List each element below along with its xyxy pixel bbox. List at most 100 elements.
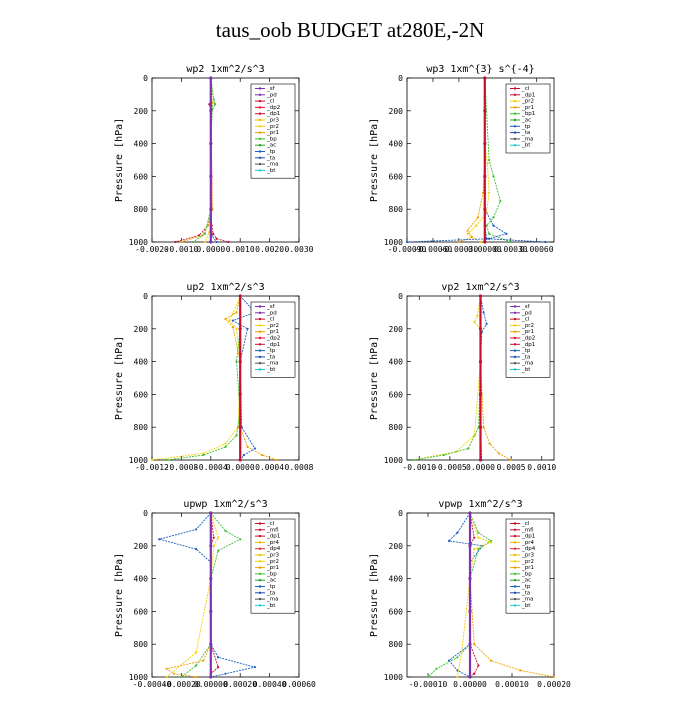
legend-marker (258, 106, 262, 109)
legend-marker (513, 112, 517, 115)
x-tick-label: 0.0000 (196, 245, 225, 254)
data-point-pr1 (246, 445, 249, 448)
data-point-pr2 (224, 442, 227, 445)
data-point-pd (209, 76, 213, 80)
data-point-bp (224, 529, 227, 533)
legend-entry: _dp4 (521, 546, 536, 552)
data-point-bp (192, 240, 195, 244)
x-tick-label: 0.0000 (226, 463, 255, 472)
data-point-cl (483, 109, 487, 113)
data-point-pr1 (476, 216, 480, 219)
legend-marker (513, 522, 517, 525)
panel-title: wp3 1xm^{3} s^{-4} (426, 64, 534, 75)
legend-marker (258, 604, 262, 607)
x-tick-label: -0.00060 (414, 245, 453, 254)
data-point-bp1 (485, 224, 488, 227)
legend-entry: _bt (266, 367, 276, 373)
y-tick-label: 200 (389, 325, 404, 334)
y-tick-label: 200 (389, 542, 404, 551)
series-line-bp (427, 512, 492, 678)
legend-entry: _cl (266, 99, 275, 105)
data-point-tp (195, 528, 198, 531)
data-point-pr1 (470, 235, 473, 239)
data-point-pr1 (473, 643, 476, 646)
data-point-cl (468, 577, 472, 581)
data-point-dp1 (477, 664, 480, 667)
y-tick-label: 1000 (384, 673, 403, 682)
legend-entry: _dp1 (266, 111, 280, 117)
legend-box (250, 83, 296, 179)
legend-entry: _ma (266, 361, 278, 367)
data-point-cl (209, 675, 213, 679)
legend-entry: _dp1 (266, 534, 280, 540)
legend-marker (258, 156, 262, 159)
legend-marker (513, 591, 517, 594)
data-point-pr1 (457, 240, 460, 244)
data-point-pr1 (172, 672, 176, 675)
legend-marker (258, 99, 262, 103)
legend-marker (513, 534, 517, 538)
y-tick-label: 800 (389, 423, 404, 432)
data-point-pr2 (477, 536, 480, 539)
data-point-cl (468, 544, 472, 548)
legend: _cl_mfl_dp1_pr4_dp4_pr3_pr2_pr1_bp_ac_tp… (505, 518, 551, 614)
x-tick-label: 0.0010 (226, 245, 255, 254)
legend-entry: _ta (521, 130, 530, 136)
legend-marker (258, 336, 262, 340)
legend-marker (258, 144, 262, 147)
x-tick-label: 0.00010 (495, 680, 529, 689)
data-point-dp1 (165, 458, 168, 462)
data-point-pd (238, 392, 242, 396)
legend-entry: _dp1 (521, 92, 535, 98)
data-point-pr1 (261, 453, 264, 457)
data-point-cl (483, 142, 487, 146)
y-tick-label: 600 (134, 390, 149, 399)
legend-marker (513, 131, 517, 134)
x-tick-label: 0.00000 (194, 680, 228, 689)
y-tick-label: 0 (143, 292, 148, 301)
panel-up2: up2 1xm^2/s^3 Pressure [hPa] 0 200 400 600 800… (114, 282, 314, 472)
data-point-cl (483, 76, 487, 80)
series-line-cl (175, 78, 213, 243)
data-point-pr1 (519, 669, 522, 672)
legend-entry: _bt (521, 603, 531, 609)
legend-marker (258, 343, 262, 346)
data-point-pr2 (476, 314, 479, 317)
y-axis-label: Pressure [hPa] (114, 336, 125, 420)
data-point-pr1 (224, 317, 227, 321)
legend-entry: _ma (266, 162, 278, 168)
legend-entry: _pr2 (521, 559, 534, 565)
y-tick-label: 600 (134, 172, 149, 181)
legend-entry: _pr4 (266, 540, 280, 546)
data-point-tp (447, 539, 451, 542)
x-tick-label: 0.0020 (255, 245, 284, 254)
y-tick-label: 0 (398, 509, 403, 518)
legend-entry: _cl (521, 521, 530, 527)
legend-entry: _dp2 (266, 336, 280, 342)
x-tick-label: -0.0012 (135, 463, 169, 472)
legend-entry: _pr3 (521, 553, 535, 559)
x-tick-label: -0.0010 (402, 463, 436, 472)
data-point-pr2 (479, 240, 482, 244)
data-point-pd (238, 458, 242, 462)
legend-marker (513, 547, 517, 550)
data-point-tp (253, 666, 256, 669)
data-point-dp1 (215, 237, 218, 240)
data-point-pd (209, 174, 213, 178)
data-point-cl (209, 642, 213, 646)
legend-entry: _ma (521, 136, 533, 142)
data-point-dp1 (224, 445, 227, 448)
x-tick-label: 0.0000 (466, 463, 495, 472)
data-point-pr2 (195, 651, 198, 654)
data-point-pd (478, 360, 483, 364)
y-tick-label: 1000 (129, 238, 148, 247)
legend-entry: _tp (521, 348, 531, 354)
legend-marker (513, 597, 517, 601)
x-tick-label: -0.0010 (165, 245, 199, 254)
panel-wp3: wp3 1xm^{3} s^{-4} Pressure [hPa] 0 200 400 6… (369, 64, 555, 254)
y-tick-label: 800 (134, 423, 149, 432)
series-line-pr1 (165, 513, 212, 678)
panel-title: vpwp 1xm^2/s^3 (438, 499, 522, 510)
data-point-pd (238, 425, 242, 429)
legend-marker (513, 355, 517, 359)
